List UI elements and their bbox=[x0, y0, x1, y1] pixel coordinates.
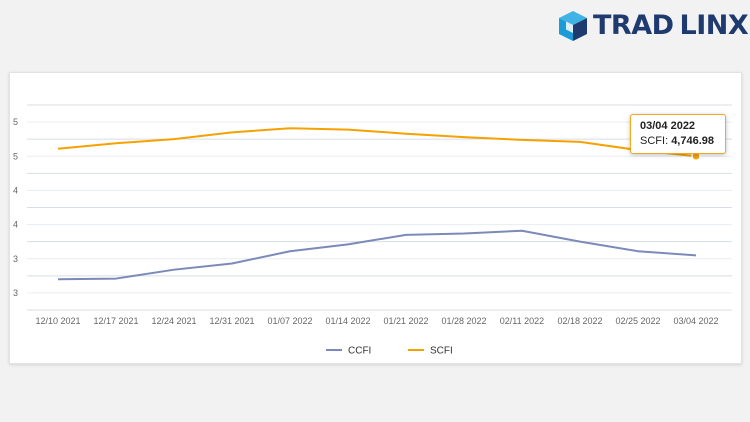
y-tick-label: 4 bbox=[13, 185, 18, 195]
tooltip-series-name: SCFI bbox=[640, 135, 666, 147]
tradlinx-logo[interactable]: TRAD LINX bbox=[556, 9, 749, 43]
x-tick-label: 01/14 2022 bbox=[325, 316, 370, 326]
x-tick-label: 01/07 2022 bbox=[267, 316, 312, 326]
tooltip-date: 03/04 2022 bbox=[640, 120, 696, 132]
x-tick-label: 02/18 2022 bbox=[557, 316, 602, 326]
x-tick-label: 12/10 2021 bbox=[35, 316, 80, 326]
y-tick-label: 5 bbox=[13, 151, 18, 161]
chart-tooltip: 03/04 2022 SCFI: 4,746.98 bbox=[630, 114, 726, 154]
chart-legend[interactable]: CCFI SCFI bbox=[326, 346, 453, 357]
y-tick-label: 3 bbox=[13, 288, 18, 298]
x-tick-label: 02/11 2022 bbox=[500, 316, 544, 326]
x-tick-label: 12/31 2021 bbox=[209, 316, 254, 326]
x-tick-label: 12/24 2021 bbox=[151, 316, 196, 326]
y-axis-labels: 3 3 4 4 5 5 bbox=[13, 117, 18, 298]
logo-word-trad: TRAD bbox=[593, 10, 674, 41]
logo-wordmark: TRAD LINX bbox=[593, 9, 749, 43]
cube-logo-icon bbox=[559, 11, 587, 41]
y-tick-label: 5 bbox=[13, 117, 18, 127]
x-axis-labels: 12/10 2021 12/17 2021 12/24 2021 12/31 2021… bbox=[35, 316, 718, 326]
x-tick-label: 03/04 2022 bbox=[673, 316, 718, 326]
legend-label-ccfi[interactable]: CCFI bbox=[348, 346, 371, 357]
legend-label-scfi[interactable]: SCFI bbox=[430, 346, 453, 357]
x-tick-label: 01/28 2022 bbox=[441, 316, 486, 326]
x-tick-label: 02/25 2022 bbox=[615, 316, 660, 326]
y-tick-label: 4 bbox=[13, 220, 18, 230]
x-tick-label: 01/21 2022 bbox=[383, 316, 428, 326]
chart-series bbox=[57, 127, 701, 281]
x-tick-label: 12/17 2021 bbox=[93, 316, 138, 326]
y-tick-label: 3 bbox=[13, 254, 18, 264]
logo-word-linx: LINX bbox=[679, 10, 749, 41]
chart-grid bbox=[27, 104, 732, 311]
tooltip-value: 4,746.98 bbox=[671, 135, 715, 147]
series-line-scfi[interactable] bbox=[57, 127, 697, 158]
series-line-ccfi[interactable] bbox=[57, 229, 697, 281]
